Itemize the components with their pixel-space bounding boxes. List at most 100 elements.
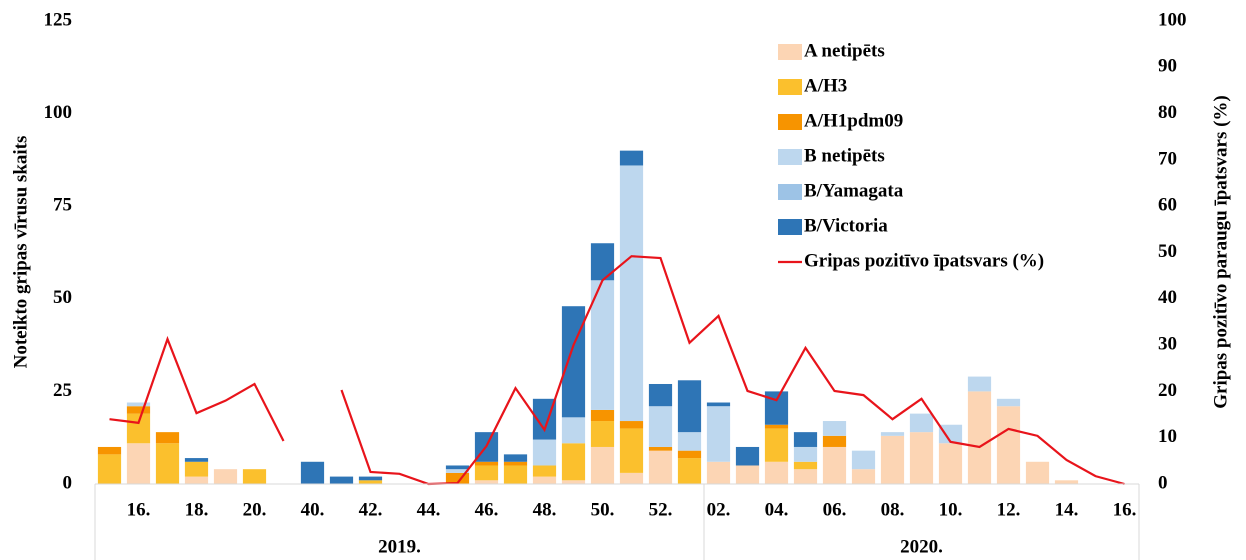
- x-tick-label: 04.: [765, 499, 789, 520]
- bar-segment: [445, 469, 470, 473]
- bar-segment: [967, 376, 992, 392]
- legend-label: A/H1pdm09: [804, 110, 903, 131]
- y-tick-label: 100: [44, 102, 73, 123]
- bar-segment: [503, 454, 528, 462]
- legend-swatch: [778, 114, 802, 130]
- bar-segment: [590, 421, 615, 447]
- x-tick-label: 06.: [823, 499, 847, 520]
- bar-segment: [590, 280, 615, 410]
- bar-segment: [503, 461, 528, 466]
- bar-segment: [648, 406, 673, 447]
- x-tick-label: 12.: [997, 499, 1021, 520]
- bar-segment: [764, 424, 789, 429]
- bar-segment: [590, 243, 615, 281]
- y2-tick-label: 70: [1158, 148, 1177, 169]
- bar-segment: [677, 450, 702, 459]
- y2-axis-title: Gripas pozitīvo paraugu īpatsvars (%): [1210, 95, 1231, 409]
- bar-segment: [793, 446, 818, 462]
- x-tick-label: 16.: [1113, 499, 1137, 520]
- x-tick-label: 46.: [475, 499, 499, 520]
- bar-segment: [358, 480, 383, 484]
- y2-tick-label: 80: [1158, 102, 1177, 123]
- bar-segment: [619, 472, 644, 484]
- bar-segment: [126, 413, 151, 444]
- bar-segment: [619, 421, 644, 429]
- y2-tick-label: 40: [1158, 287, 1177, 308]
- bar-segment: [561, 417, 586, 444]
- bar-segment: [155, 432, 180, 444]
- bar-segment: [822, 446, 847, 484]
- bar-segment: [532, 465, 557, 477]
- bar-segment: [619, 428, 644, 473]
- x-tick-label: 42.: [359, 499, 383, 520]
- y2-tick-label: 30: [1158, 333, 1177, 354]
- bar-segment: [445, 472, 470, 484]
- bar-segment: [967, 391, 992, 484]
- bar-segment: [619, 165, 644, 422]
- bar-segment: [242, 469, 267, 484]
- bar-segment: [474, 461, 499, 466]
- bar-segment: [329, 476, 354, 484]
- bar-segment: [561, 480, 586, 484]
- bar-segment: [909, 432, 934, 484]
- bar-segment: [996, 406, 1021, 484]
- legend-swatch: [778, 219, 802, 235]
- bar-segment: [97, 454, 122, 484]
- bar-segment: [996, 398, 1021, 407]
- bar-segment: [619, 150, 644, 166]
- bar-segment: [561, 443, 586, 481]
- bar-segment: [706, 402, 731, 407]
- bar-segment: [155, 443, 180, 484]
- bar-segment: [532, 398, 557, 440]
- bar-segment: [358, 476, 383, 481]
- legend-swatch: [778, 44, 802, 60]
- x-tick-label: 02.: [707, 499, 731, 520]
- bar-segment: [938, 443, 963, 484]
- year-label: 2020.: [900, 536, 943, 557]
- y2-tick-label: 0: [1158, 472, 1168, 493]
- bar-segment: [822, 421, 847, 436]
- bar-segment: [706, 406, 731, 462]
- bar-segment: [532, 439, 557, 466]
- y-tick-label: 25: [53, 380, 72, 401]
- legend-label: B/Victoria: [804, 215, 888, 236]
- y-axis-title: Noteikto gripas vīrusu skaits: [10, 136, 31, 369]
- y2-tick-label: 100: [1158, 9, 1187, 30]
- bar-segment: [793, 469, 818, 484]
- bar-segment: [474, 480, 499, 484]
- x-tick-label: 18.: [185, 499, 209, 520]
- bar-segment: [793, 461, 818, 470]
- bar-segment: [184, 458, 209, 462]
- x-tick-label: 16.: [127, 499, 151, 520]
- y-tick-label: 75: [53, 195, 72, 216]
- line: [340, 255, 1125, 486]
- year-label: 2019.: [378, 536, 421, 557]
- x-tick-label: 14.: [1055, 499, 1079, 520]
- y-tick-label: 0: [63, 472, 73, 493]
- legend-label: B/Yamagata: [804, 180, 904, 201]
- x-tick-label: 20.: [243, 499, 267, 520]
- bar-segment: [822, 435, 847, 447]
- legend-swatch: [778, 149, 802, 165]
- bar-segment: [126, 402, 151, 407]
- bar-segment: [532, 476, 557, 484]
- bar-segment: [677, 458, 702, 484]
- y2-tick-label: 10: [1158, 426, 1177, 447]
- bar-segment: [1054, 480, 1079, 484]
- bar-segment: [648, 450, 673, 484]
- legend-swatch: [778, 184, 802, 200]
- legend-label: A/H3: [804, 75, 847, 96]
- bar-segment: [503, 465, 528, 484]
- bar-segment: [648, 446, 673, 451]
- bar-segment: [677, 380, 702, 433]
- legend-label: B netipēts: [804, 145, 885, 166]
- y2-tick-label: 90: [1158, 56, 1177, 77]
- y-tick-label: 50: [53, 287, 72, 308]
- bar-segment: [880, 432, 905, 436]
- bar-segment: [938, 424, 963, 444]
- bar-segment: [793, 432, 818, 447]
- bar-segment: [735, 465, 760, 484]
- bar-segment: [184, 476, 209, 484]
- bar-segment: [706, 461, 731, 484]
